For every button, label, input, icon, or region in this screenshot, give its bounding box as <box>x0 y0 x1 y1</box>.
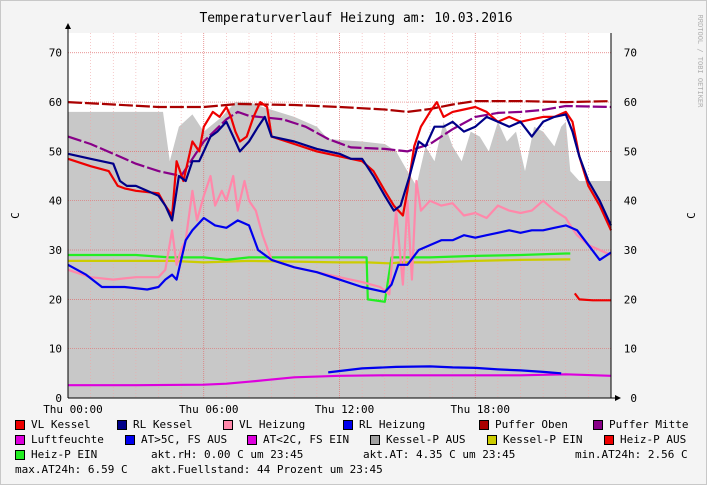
series-line-luftfeuchte <box>68 373 612 387</box>
legend-swatch <box>15 434 25 445</box>
y-tick-label-right: 70 <box>624 47 637 60</box>
y-tick-label-right: 60 <box>624 96 637 109</box>
x-axis-arrow <box>615 395 621 401</box>
legend-item-heiz-p-ein: Heiz-P EIN <box>15 447 97 462</box>
y-axis-arrow <box>65 23 71 29</box>
temperature-chart: Temperaturverlauf Heizung am: 10.03.2016… <box>9 11 704 413</box>
legend-label: Luftfeuchte <box>31 433 104 446</box>
series-line-puffer-mitte <box>67 104 612 178</box>
y-tick-label-left: 60 <box>49 96 62 109</box>
legend-item-kessel-p-ein: Kessel-P EIN <box>487 432 582 447</box>
series-line-at-5c-fs-aus <box>328 365 562 375</box>
y-tick-label-left: 30 <box>49 244 62 257</box>
y-tick-label-left: 40 <box>49 195 62 208</box>
legend-label: Puffer Oben <box>495 418 568 431</box>
legend-row-2: Luftfeuchte AT>5C, FS AUS AT<2C, FS EIN Kes… <box>15 432 705 447</box>
series-area-kessel-p-aus <box>68 102 611 398</box>
series-line-puffer-oben <box>67 99 612 114</box>
y-tick-label-right: 30 <box>624 244 637 257</box>
x-tick-label: Thu 00:00 <box>43 403 103 413</box>
rrdtool-watermark: RRDTOOL / TOBI OETIKER <box>696 15 704 109</box>
legend-label: Heiz-P AUS <box>620 433 687 446</box>
legend-item-rl-heizung: RL Heizung <box>343 417 425 432</box>
legend-row-3: Heiz-P EIN akt.rH: 0.00 C um 23:45 akt.A… <box>15 447 705 462</box>
y-tick-label-right: 20 <box>624 293 637 306</box>
series-line-rl-kessel <box>67 113 613 226</box>
legend-item-vl-heizung: VL Heizung <box>223 417 305 432</box>
legend-item-rl-kessel: RL Kessel <box>117 417 193 432</box>
y-tick-label-left: 0 <box>55 392 62 405</box>
legend-item-at-2c-fs-ein: AT<2C, FS EIN <box>247 432 349 447</box>
x-tick-label: Thu 18:00 <box>450 403 510 413</box>
legend-label: Kessel-P AUS <box>386 433 466 446</box>
legend-label: VL Heizung <box>239 418 306 431</box>
y-tick-label-right: 10 <box>624 343 637 356</box>
series-line-heiz-p-aus <box>573 292 611 302</box>
legend-label: Puffer Mitte <box>609 418 689 431</box>
y-axis-label-right: C <box>685 212 698 219</box>
y-tick-label-left: 50 <box>49 145 62 158</box>
y-tick-label-right: 50 <box>624 145 637 158</box>
y-tick-label-right: 40 <box>624 195 637 208</box>
legend-item-puffer-oben: Puffer Oben <box>479 417 568 432</box>
legend-swatch <box>15 419 25 430</box>
legend-swatch <box>125 434 135 445</box>
legend-item-vl-kessel: VL Kessel <box>15 417 91 432</box>
legend-swatch <box>223 419 233 430</box>
plot-area: 0 0 10 10 20 20 30 30 40 40 50 50 60 60 70 70 Thu 00:00 T… <box>43 23 637 413</box>
legend-item-kessel-p-aus: Kessel-P AUS <box>370 432 465 447</box>
series-line-rl-heizung <box>67 216 612 294</box>
y-tick-label-left: 70 <box>49 47 62 60</box>
legend-label: RL Heizung <box>359 418 426 431</box>
legend-label: Kessel-P EIN <box>503 433 583 446</box>
legend-label: Heiz-P EIN <box>31 448 98 461</box>
info-min: min.AT24h: 2.56 C <box>575 448 688 461</box>
series-line-vl-kessel <box>67 100 613 231</box>
legend-swatch <box>593 419 603 430</box>
legend-swatch <box>479 419 489 430</box>
series-line-heiz-p-ein <box>68 252 571 303</box>
legend-label: RL Kessel <box>133 418 193 431</box>
legend-label: AT<2C, FS EIN <box>263 433 350 446</box>
chart-title: Temperaturverlauf Heizung am: 10.03.2016 <box>199 11 512 26</box>
info-at: akt.AT: 4.35 C um 23:45 <box>363 448 516 461</box>
legend-item-luftfeuchte: Luftfeuchte <box>15 432 104 447</box>
legend-swatch <box>343 419 353 430</box>
legend-swatch <box>604 434 614 445</box>
x-tick-label: Thu 06:00 <box>179 403 239 413</box>
y-axis-label-left: C <box>9 212 22 219</box>
legend-swatch <box>117 419 127 430</box>
legend-row-1: VL Kessel RL Kessel VL Heizung RL Heizung Pu… <box>15 417 705 432</box>
info-max: max.AT24h: 6.59 C <box>15 463 128 476</box>
legend-row-4: max.AT24h: 6.59 C akt.Fuellstand: 44 Pro… <box>15 462 705 477</box>
legend-swatch <box>15 449 25 460</box>
legend-item-at-5c-fs-aus: AT>5C, FS AUS <box>125 432 227 447</box>
y-tick-label-right: 0 <box>630 392 637 405</box>
legend-swatch <box>487 434 497 445</box>
x-tick-label: Thu 12:00 <box>315 403 375 413</box>
legend-label: VL Kessel <box>31 418 91 431</box>
legend-label: AT>5C, FS AUS <box>141 433 228 446</box>
y-tick-label-left: 20 <box>49 293 62 306</box>
legend-item-puffer-mitte: Puffer Mitte <box>593 417 688 432</box>
legend-item-heiz-p-aus: Heiz-P AUS <box>604 432 686 447</box>
y-tick-label-left: 10 <box>49 343 62 356</box>
legend-swatch <box>247 434 257 445</box>
info-fuellstand: akt.Fuellstand: 44 Prozent um 23:45 <box>151 463 383 476</box>
legend: VL Kessel RL Kessel VL Heizung RL Heizung Pu… <box>15 417 705 477</box>
legend-swatch <box>370 434 380 445</box>
info-rh: akt.rH: 0.00 C um 23:45 <box>151 448 304 461</box>
